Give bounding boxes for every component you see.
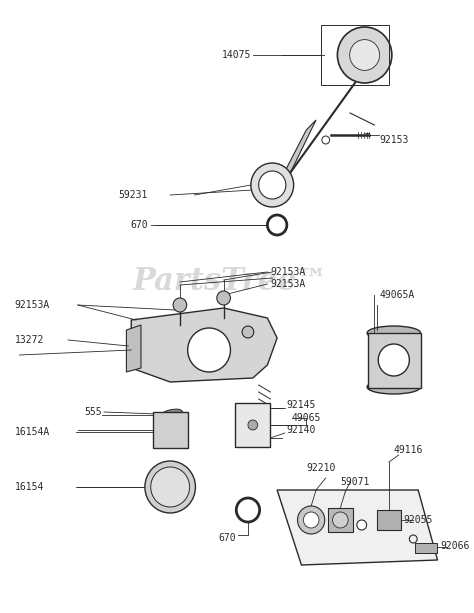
Circle shape — [259, 432, 270, 444]
Text: 555: 555 — [84, 407, 102, 417]
Circle shape — [333, 512, 348, 528]
Text: 59071: 59071 — [340, 477, 370, 487]
Text: 49065: 49065 — [292, 413, 321, 423]
Polygon shape — [277, 490, 438, 565]
Circle shape — [350, 40, 380, 70]
Circle shape — [378, 344, 410, 376]
Circle shape — [303, 512, 319, 528]
Circle shape — [337, 27, 392, 83]
Circle shape — [145, 461, 195, 513]
Circle shape — [298, 506, 325, 534]
Bar — [321, 25, 389, 85]
Bar — [153, 412, 188, 448]
Text: 92153A: 92153A — [270, 279, 306, 289]
Text: 49116: 49116 — [394, 445, 423, 455]
Polygon shape — [282, 120, 316, 180]
Polygon shape — [131, 308, 277, 382]
Circle shape — [173, 298, 187, 312]
Text: PartsTree™: PartsTree™ — [133, 267, 328, 297]
Text: 92140: 92140 — [287, 425, 316, 435]
Bar — [377, 510, 401, 530]
Text: 92066: 92066 — [440, 541, 470, 551]
Circle shape — [248, 420, 258, 430]
Bar — [367, 333, 421, 388]
Circle shape — [251, 163, 294, 207]
Circle shape — [151, 467, 190, 507]
Circle shape — [259, 171, 286, 199]
Text: 92153A: 92153A — [15, 300, 50, 310]
Text: 49065A: 49065A — [379, 290, 414, 300]
Ellipse shape — [367, 326, 420, 340]
Ellipse shape — [367, 380, 420, 394]
Circle shape — [242, 326, 254, 338]
Text: 92055: 92055 — [403, 515, 433, 525]
Circle shape — [217, 291, 230, 305]
Polygon shape — [127, 325, 141, 372]
Text: 92210: 92210 — [306, 463, 336, 473]
Text: 14075: 14075 — [221, 50, 251, 60]
Text: 92153: 92153 — [379, 135, 409, 145]
Text: 16154: 16154 — [15, 482, 44, 492]
Text: 92145: 92145 — [287, 400, 316, 410]
Text: 670: 670 — [219, 533, 236, 543]
Bar — [415, 543, 437, 553]
Bar — [328, 508, 353, 532]
Text: 92153A: 92153A — [270, 267, 306, 277]
Text: 59231: 59231 — [118, 190, 148, 200]
Text: 670: 670 — [130, 220, 148, 230]
Bar — [235, 403, 270, 447]
Circle shape — [357, 520, 366, 530]
Text: 13272: 13272 — [15, 335, 44, 345]
Text: 16154A: 16154A — [15, 427, 50, 437]
Ellipse shape — [158, 409, 182, 421]
Circle shape — [188, 328, 230, 372]
